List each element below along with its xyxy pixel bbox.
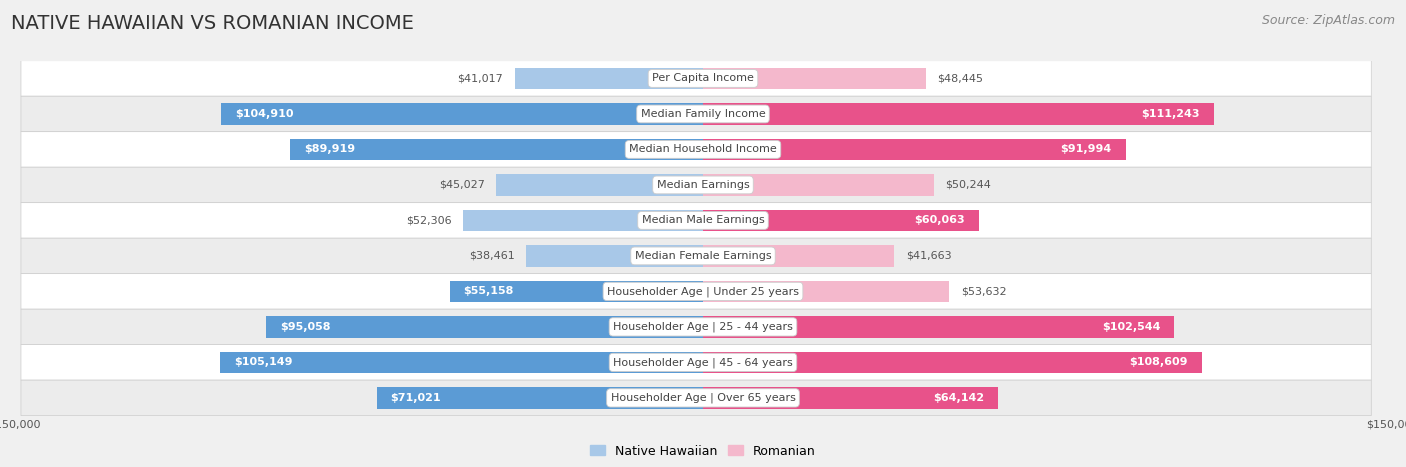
FancyBboxPatch shape [21, 345, 1371, 380]
Bar [703, 68, 925, 89]
Bar [463, 210, 703, 231]
Text: $91,994: $91,994 [1060, 144, 1112, 155]
Bar [450, 281, 703, 302]
FancyBboxPatch shape [21, 380, 1371, 416]
Text: Median Family Income: Median Family Income [641, 109, 765, 119]
Bar [703, 139, 1126, 160]
Text: $52,306: $52,306 [406, 215, 451, 226]
Text: $50,244: $50,244 [945, 180, 991, 190]
Text: $64,142: $64,142 [932, 393, 984, 403]
FancyBboxPatch shape [21, 167, 1371, 203]
Text: $89,919: $89,919 [304, 144, 354, 155]
Text: Median Female Earnings: Median Female Earnings [634, 251, 772, 261]
Bar [703, 387, 998, 409]
Text: $104,910: $104,910 [235, 109, 294, 119]
Text: $71,021: $71,021 [391, 393, 441, 403]
Text: Per Capita Income: Per Capita Income [652, 73, 754, 84]
Text: $111,243: $111,243 [1142, 109, 1201, 119]
Legend: Native Hawaiian, Romanian: Native Hawaiian, Romanian [585, 439, 821, 463]
Bar [290, 139, 703, 160]
Bar [221, 352, 703, 373]
Bar [221, 103, 703, 125]
Text: $53,632: $53,632 [960, 286, 1007, 297]
Text: Median Male Earnings: Median Male Earnings [641, 215, 765, 226]
Bar [703, 174, 934, 196]
Text: $38,461: $38,461 [470, 251, 515, 261]
Bar [496, 174, 703, 196]
Bar [703, 352, 1202, 373]
Text: Householder Age | 45 - 64 years: Householder Age | 45 - 64 years [613, 357, 793, 368]
Text: $102,544: $102,544 [1102, 322, 1160, 332]
FancyBboxPatch shape [21, 132, 1371, 167]
Text: $95,058: $95,058 [280, 322, 330, 332]
FancyBboxPatch shape [21, 96, 1371, 132]
Text: $48,445: $48,445 [936, 73, 983, 84]
Text: $55,158: $55,158 [464, 286, 513, 297]
Text: $41,017: $41,017 [457, 73, 503, 84]
FancyBboxPatch shape [21, 61, 1371, 96]
Text: $60,063: $60,063 [914, 215, 965, 226]
Text: Median Household Income: Median Household Income [628, 144, 778, 155]
Text: $108,609: $108,609 [1129, 357, 1188, 368]
Bar [703, 245, 894, 267]
FancyBboxPatch shape [21, 203, 1371, 238]
Text: $41,663: $41,663 [905, 251, 952, 261]
Text: Householder Age | 25 - 44 years: Householder Age | 25 - 44 years [613, 322, 793, 332]
Bar [526, 245, 703, 267]
Text: $105,149: $105,149 [233, 357, 292, 368]
Bar [703, 103, 1213, 125]
Text: Median Earnings: Median Earnings [657, 180, 749, 190]
Text: Householder Age | Over 65 years: Householder Age | Over 65 years [610, 393, 796, 403]
FancyBboxPatch shape [21, 238, 1371, 274]
Text: NATIVE HAWAIIAN VS ROMANIAN INCOME: NATIVE HAWAIIAN VS ROMANIAN INCOME [11, 14, 415, 33]
Bar [703, 316, 1174, 338]
Text: $45,027: $45,027 [439, 180, 485, 190]
Bar [377, 387, 703, 409]
Text: Source: ZipAtlas.com: Source: ZipAtlas.com [1261, 14, 1395, 27]
Bar [515, 68, 703, 89]
Bar [266, 316, 703, 338]
Bar [703, 210, 979, 231]
FancyBboxPatch shape [21, 309, 1371, 345]
Bar [703, 281, 949, 302]
Text: Householder Age | Under 25 years: Householder Age | Under 25 years [607, 286, 799, 297]
FancyBboxPatch shape [21, 274, 1371, 309]
